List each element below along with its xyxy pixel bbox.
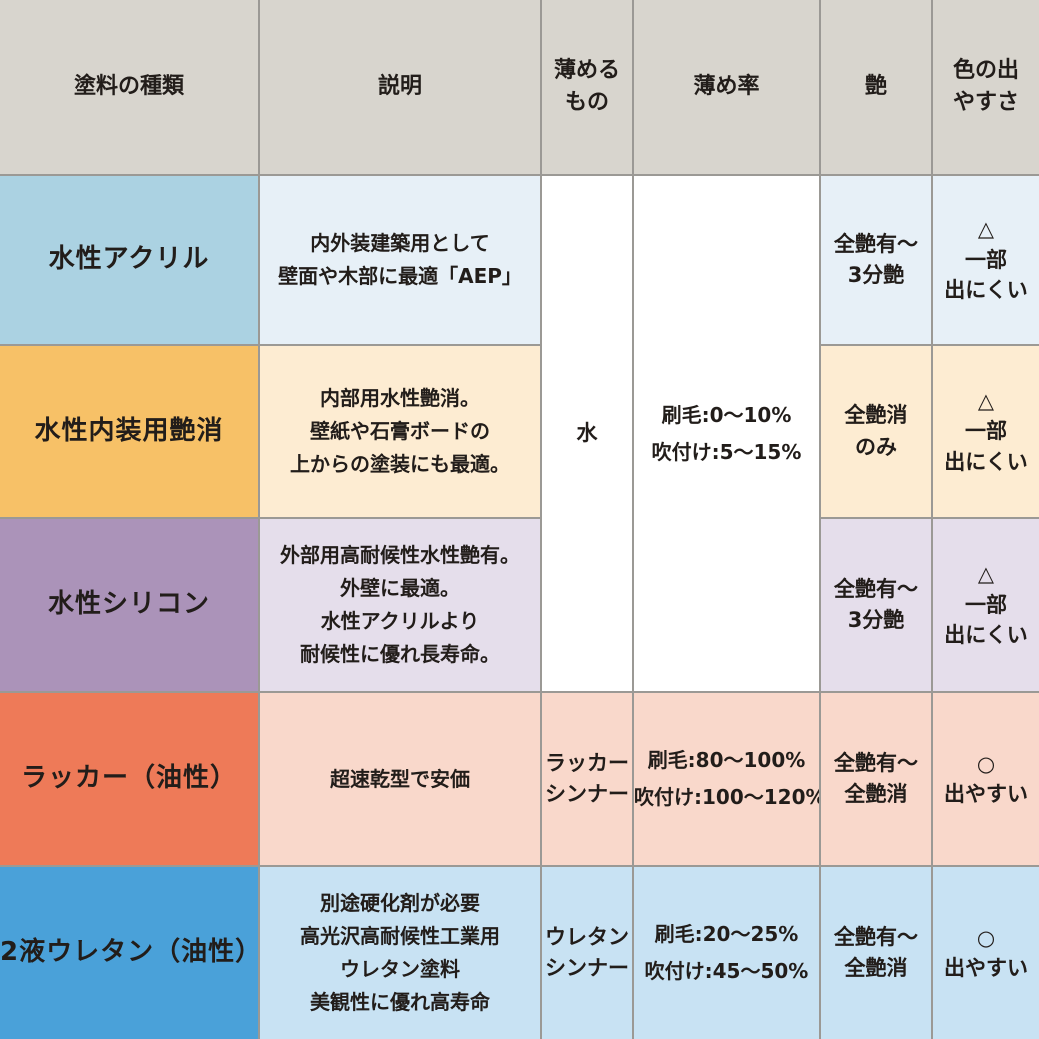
water-silicone-description-cell: 外部用高耐候性水性艶有。 外壁に最適。 水性アクリルより 耐候性に優れ長寿命。 [258, 517, 542, 693]
water-acrylic-color-ease-cell: △ 一部 出にくい [931, 174, 1039, 346]
row-lacquer-oil: ラッカー（油性） 超速乾型で安価 ラッカー シンナー 刷毛:80〜100% 吹付… [0, 691, 1039, 867]
urethane-thinner-cell: ウレタン シンナー [540, 865, 634, 1039]
water-acrylic-description-cell: 内外装建築用として 壁面や木部に最適「AEP」 [258, 174, 542, 346]
col-header-thinner: 薄める もの [540, 0, 634, 176]
col-header-color-ease: 色の出 やすさ [931, 0, 1039, 176]
lacquer-description-cell: 超速乾型で安価 [258, 691, 542, 867]
lacquer-gloss-cell: 全艶有〜 全艶消 [819, 691, 933, 867]
water-acrylic-gloss-cell: 全艶有〜 3分艶 [819, 174, 933, 346]
lacquer-thinner-cell: ラッカー シンナー [540, 691, 634, 867]
col-header-thinning-rate: 薄め率 [632, 0, 821, 176]
water-interior-matte-name-cell: 水性内装用艶消 [0, 344, 260, 519]
col-header-description: 説明 [258, 0, 542, 176]
urethane-gloss-cell: 全艶有〜 全艶消 [819, 865, 933, 1039]
water-interior-matte-gloss-cell: 全艶消 のみ [819, 344, 933, 519]
water-interior-matte-description-cell: 内部用水性艶消。 壁紙や石膏ボードの 上からの塗装にも最適。 [258, 344, 542, 519]
lacquer-name-cell: ラッカー（油性） [0, 691, 260, 867]
col-header-paint-type: 塗料の種類 [0, 0, 260, 176]
water-silicone-gloss-cell: 全艶有〜 3分艶 [819, 517, 933, 693]
urethane-description-cell: 別途硬化剤が必要 高光沢高耐候性工業用 ウレタン塗料 美観性に優れ高寿命 [258, 865, 542, 1039]
water-silicone-name-cell: 水性シリコン [0, 517, 260, 693]
row-water-silicone: 水性シリコン 外部用高耐候性水性艶有。 外壁に最適。 水性アクリルより 耐候性に… [0, 517, 1039, 693]
water-thinner-merged-cell: 水 [540, 174, 634, 693]
header-row: 塗料の種類 説明 薄める もの 薄め率 艶 色の出 やすさ [0, 0, 1039, 176]
urethane-rate-cell: 刷毛:20〜25% 吹付け:45〜50% [632, 865, 821, 1039]
water-rate-merged-cell: 刷毛:0〜10% 吹付け:5〜15% [632, 174, 821, 693]
water-silicone-color-ease-cell: △ 一部 出にくい [931, 517, 1039, 693]
col-header-gloss: 艶 [819, 0, 933, 176]
row-water-interior-matte: 水性内装用艶消 内部用水性艶消。 壁紙や石膏ボードの 上からの塗装にも最適。 全… [0, 344, 1039, 519]
water-acrylic-name-cell: 水性アクリル [0, 174, 260, 346]
lacquer-color-ease-cell: ○ 出やすい [931, 691, 1039, 867]
urethane-color-ease-cell: ○ 出やすい [931, 865, 1039, 1039]
lacquer-rate-cell: 刷毛:80〜100% 吹付け:100〜120% [632, 691, 821, 867]
row-water-acrylic: 水性アクリル 内外装建築用として 壁面や木部に最適「AEP」 水 刷毛:0〜10… [0, 174, 1039, 693]
water-interior-matte-color-ease-cell: △ 一部 出にくい [931, 344, 1039, 519]
urethane-name-cell: 2液ウレタン（油性） [0, 865, 260, 1039]
row-two-part-urethane-oil: 2液ウレタン（油性） 別途硬化剤が必要 高光沢高耐候性工業用 ウレタン塗料 美観… [0, 865, 1039, 1039]
